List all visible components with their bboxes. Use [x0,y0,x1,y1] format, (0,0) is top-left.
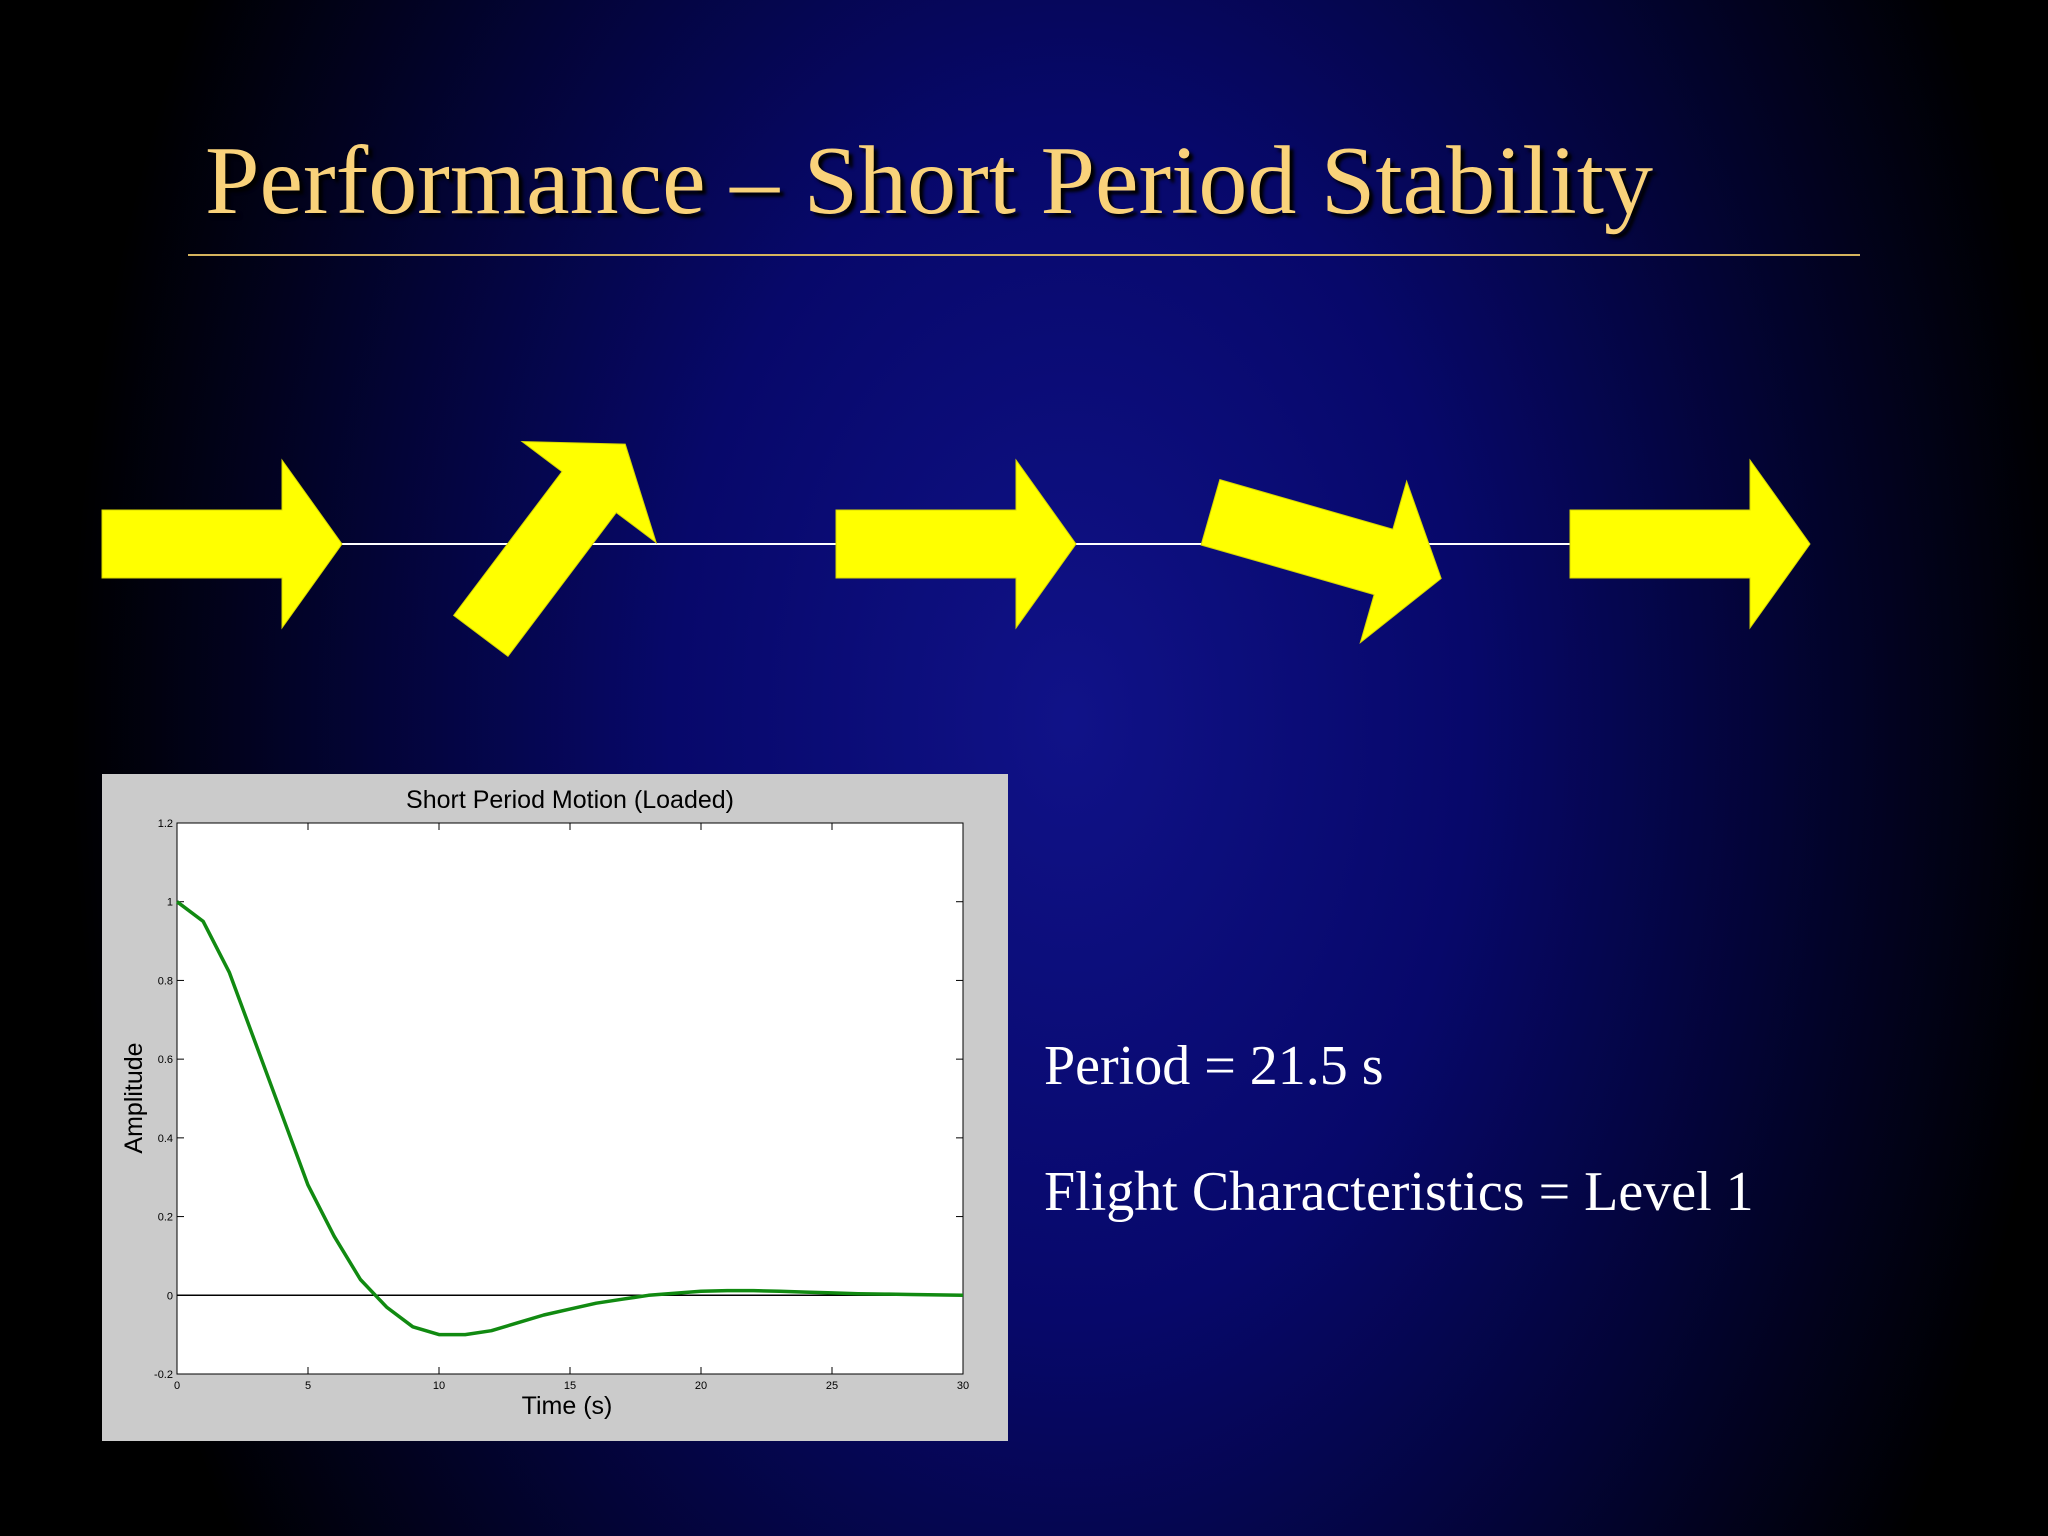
period-note: Period = 21.5 s [1044,1035,1384,1097]
amplitude-series-line [175,900,964,1337]
arrow-pitch-down [1200,479,1442,645]
y-tick-label: 0.8 [158,975,173,987]
x-tick-label: 10 [433,1380,445,1392]
plot-area [176,822,964,1375]
chart-title: Short Period Motion (Loaded) [406,786,734,814]
flight-characteristics-note: Flight Characteristics = Level 1 [1044,1161,1754,1223]
chart-panel: -0.2 0 0.2 0.4 0.6 0.8 1 1.2 0 5 10 15 20 25 30 Short… [102,774,1008,1441]
arrow-sequence-diagram [101,440,1811,658]
slide-title: Performance – Short Period Stability [205,127,1653,235]
arrow-level-1 [101,458,343,630]
x-tick-label: 5 [305,1380,311,1392]
y-tick-label: -0.2 [154,1369,173,1381]
y-tick-label: 0 [167,1290,173,1302]
y-tick-label: 1.2 [158,818,173,830]
x-axis-label: Time (s) [522,1392,613,1420]
x-tick-label: 15 [564,1380,576,1392]
y-axis-label: Amplitude [120,1042,148,1153]
y-tick-label: 1 [167,897,173,909]
y-tick-label: 0.6 [158,1054,173,1066]
title-underline [188,254,1860,256]
arrow-pitch-up [452,440,658,658]
x-tick-label: 0 [174,1380,180,1392]
arrow-level-2 [835,458,1077,630]
arrow-level-3 [1569,458,1811,630]
y-tick-label: 0.2 [158,1212,173,1224]
x-tick-label: 25 [826,1380,838,1392]
short-period-chart: -0.200.20.40.60.811.2 0 5 10 15 20 25 30 Short… [102,774,1008,1441]
x-tick-label: 20 [695,1380,707,1392]
y-tick-label: 0.4 [158,1133,173,1145]
x-tick-label: 30 [957,1380,969,1392]
